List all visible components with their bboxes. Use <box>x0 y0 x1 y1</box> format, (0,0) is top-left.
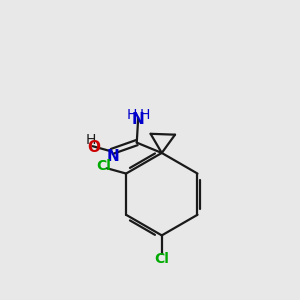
Text: O: O <box>88 140 100 155</box>
Text: H: H <box>127 108 137 122</box>
Text: Cl: Cl <box>96 159 111 173</box>
Text: N: N <box>132 112 145 128</box>
Text: N: N <box>107 149 120 164</box>
Text: Cl: Cl <box>154 252 169 266</box>
Text: H: H <box>140 108 150 122</box>
Text: H: H <box>86 133 96 147</box>
